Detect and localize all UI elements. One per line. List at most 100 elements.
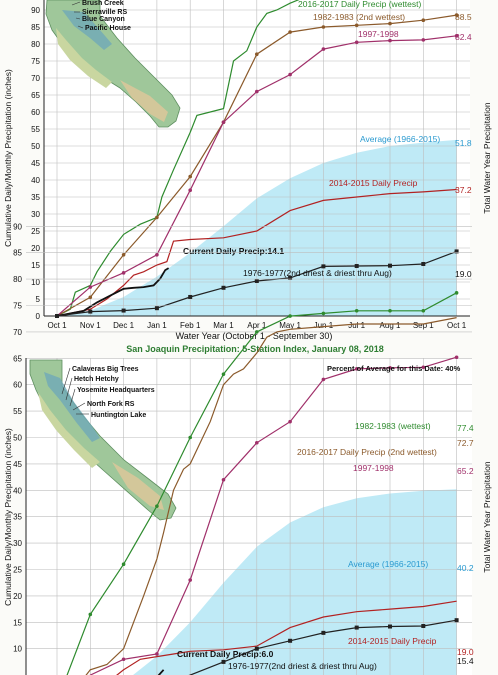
bottom-label-wettest: 1982-1983 (wettest)	[355, 421, 431, 431]
bottom-total-2016-2017: 72.7	[457, 438, 474, 448]
bottom-y-tick-label: 70	[13, 328, 22, 337]
top-series-point-1	[155, 215, 159, 220]
top-label-wettest: 2016-2017 Daily Precip (wettest)	[298, 0, 421, 9]
top-series-point-5	[354, 264, 359, 269]
top-map-label-brush-creek: Brush Creek	[82, 0, 124, 7]
bottom-label-1976-1977: 1976-1977(2nd driest & driest thru Aug)	[228, 661, 377, 671]
top-x-tick-label: Dec 1	[113, 321, 134, 330]
bottom-y-tick-label: 45	[13, 460, 22, 469]
bottom-series-point-0	[188, 435, 192, 440]
top-series-point-1	[454, 13, 459, 17]
bottom-series-point-5	[388, 624, 392, 629]
bottom-chart-percent-note: Percent of Average for this Date: 40%	[327, 364, 461, 373]
bottom-series-point-0	[121, 562, 126, 567]
bottom-y-tick-label: 30	[13, 539, 22, 548]
bottom-y-tick-label: 20	[13, 592, 22, 601]
top-series-point-1	[254, 52, 259, 56]
bottom-y-tick-label: 40	[13, 486, 22, 495]
bottom-map-label-hetch-hetchy: Hetch Hetchy	[74, 376, 119, 383]
bottom-valley-band	[38, 392, 100, 468]
top-chart-series-layer	[55, 0, 459, 318]
top-map-leader-line	[77, 25, 84, 29]
top-series-point-2	[354, 40, 359, 45]
top-y-tick-label: 5	[36, 295, 41, 304]
top-y-tick-label: 40	[31, 176, 40, 185]
top-y-tick-label: 35	[31, 193, 40, 202]
top-label-current: Current Daily Precip:14.1	[183, 246, 284, 256]
top-total-2014-2015: 37.2	[455, 185, 472, 195]
bottom-map-label-yosemite: Yosemite Headquarters	[77, 387, 155, 394]
top-y-tick-label: 45	[31, 159, 40, 168]
bottom-y-tick-label: 90	[13, 222, 22, 231]
top-y-tick-label: 75	[31, 57, 40, 66]
top-y-tick-label: 25	[31, 227, 40, 236]
top-y-tick-label: 15	[31, 261, 40, 270]
top-series-point-1	[88, 295, 93, 300]
top-series-point-2	[288, 72, 292, 77]
top-x-tick-label: Oct 1	[47, 321, 67, 330]
bottom-map-label-calaveras: Calaveras Big Trees	[72, 366, 139, 373]
top-y-tick-label: 85	[31, 23, 40, 32]
bottom-chart-title: San Joaquin Precipitation: 5-Station Ind…	[126, 344, 384, 354]
top-sierra-band	[62, 10, 112, 50]
top-y-tick-label: 90	[31, 6, 40, 15]
bottom-series-point-5	[421, 623, 426, 628]
top-series-point-5	[388, 263, 392, 268]
bottom-chart-right-axis-title: Total Water Year Precipitation	[482, 461, 492, 572]
bottom-label-2nd-wettest: 2016-2017 Daily Precip (2nd wettest)	[297, 447, 437, 457]
top-x-tick-label: Mar 1	[213, 321, 234, 330]
top-y-tick-label: 65	[31, 91, 40, 100]
top-series-point-1	[388, 21, 392, 26]
top-label-2nd-wettest: 1982-1983 (2nd wettest)	[313, 12, 405, 22]
top-label-average: Average (1966-2015)	[360, 134, 440, 144]
bottom-y-tick-label: 25	[13, 566, 22, 575]
bottom-desert-area	[112, 462, 164, 510]
top-series-line-3	[56, 188, 457, 317]
bottom-series-point-0	[321, 311, 326, 316]
top-map-label-blue-canyon: Blue Canyon	[82, 16, 125, 23]
bottom-series-point-5	[221, 659, 226, 664]
top-series-point-1	[321, 25, 326, 29]
top-series-point-1	[354, 23, 359, 28]
bottom-map-leader-line	[65, 377, 73, 401]
top-chart-y-axis-title: Cumulative Daily/Monthly Precipitation (…	[3, 69, 13, 247]
bottom-series-point-2	[321, 377, 326, 382]
bottom-series-point-0	[155, 504, 159, 508]
bottom-y-tick-label: 80	[13, 275, 22, 284]
top-label-2014-2015: 2014-2015 Daily Precip	[329, 178, 418, 188]
top-series-point-2	[221, 120, 226, 124]
bottom-series-point-5	[354, 625, 359, 630]
bottom-series-point-2	[254, 440, 259, 445]
bottom-series-point-2	[188, 578, 192, 582]
bottom-series-point-5	[254, 646, 259, 651]
bottom-label-current: Current Daily Precip:6.0	[177, 649, 274, 659]
top-x-tick-label: May 1	[279, 321, 301, 330]
bottom-y-tick-label: 15	[13, 618, 22, 627]
top-series-point-5	[321, 264, 326, 269]
top-chart-y-tick-labels: 0 5 10 15 20 25 30 35 40 45 50 55 60 65 70 75 80 85 90	[31, 6, 40, 321]
bottom-map-label-huntington: Huntington Lake	[91, 412, 146, 419]
bottom-label-2014-2015: 2014-2015 Daily Precip	[348, 636, 437, 646]
top-y-tick-label: 55	[31, 125, 40, 134]
bottom-series-point-0	[388, 308, 392, 313]
bottom-map-leader-line	[72, 402, 86, 411]
top-y-tick-label: 0	[36, 312, 41, 321]
bottom-series-point-0	[454, 291, 459, 295]
top-desert-area	[120, 80, 168, 122]
bottom-series-line-1	[85, 317, 457, 675]
top-series-point-5	[254, 278, 259, 283]
top-series-point-2	[188, 188, 192, 192]
top-series-point-1	[421, 18, 426, 23]
bottom-y-tick-label: 75	[13, 302, 22, 311]
top-map-label-sierraville: Sierraville RS	[82, 9, 127, 16]
bottom-y-tick-label: 65	[13, 354, 22, 363]
top-valley-band	[56, 28, 112, 88]
top-y-tick-label: 30	[31, 210, 40, 219]
bottom-label-1997-1998: 1997-1998	[353, 463, 394, 473]
top-x-tick-label: Aug 1	[380, 321, 401, 330]
bottom-series-line-3	[116, 600, 457, 675]
top-x-tick-label: Jul 1	[348, 321, 365, 330]
bottom-total-1997-1998: 65.2	[457, 466, 474, 476]
bottom-series-point-0	[88, 612, 93, 617]
